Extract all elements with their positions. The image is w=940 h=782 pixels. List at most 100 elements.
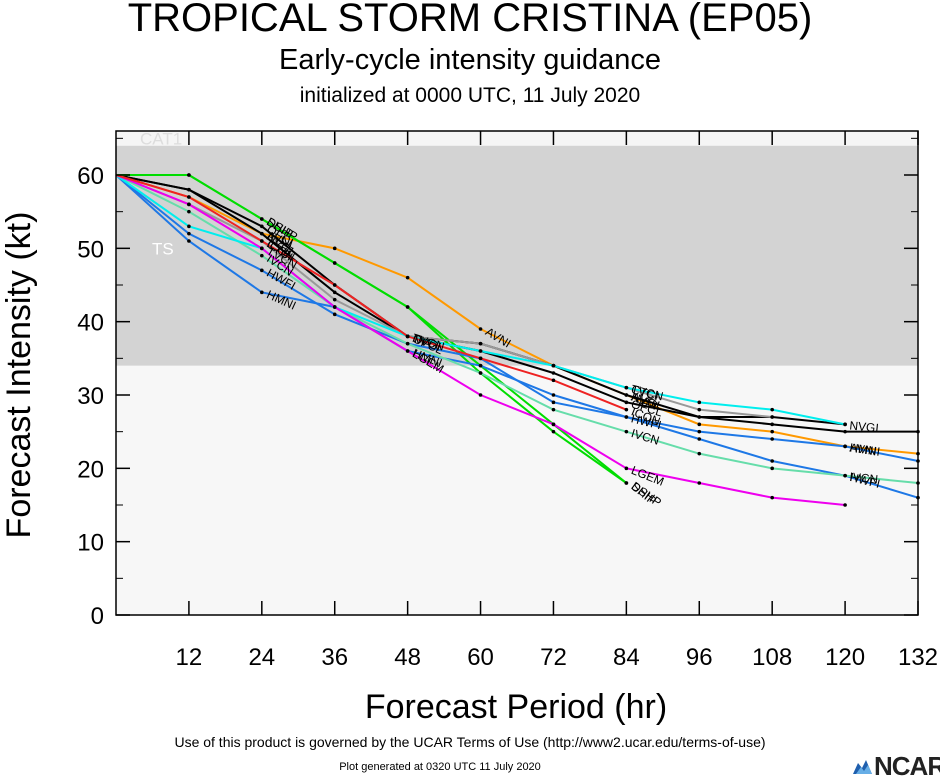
data-point-tvcn: [697, 400, 702, 405]
data-point-ivcn: [478, 371, 483, 375]
series-line-ofcl: [115, 174, 918, 433]
data-point-lgem: [332, 305, 337, 309]
data-point-lgem: [405, 349, 410, 353]
data-point-icon: [260, 239, 264, 243]
x-tick-label: 96: [686, 644, 713, 671]
data-point-tvcn: [551, 363, 556, 368]
x-tick-label: 132: [898, 644, 938, 671]
data-point-hmni: [697, 429, 702, 434]
data-point-ivcn: [843, 473, 847, 478]
data-point-tvcn: [478, 349, 483, 353]
data-point-avni: [697, 422, 702, 427]
data-point-ofcl: [551, 371, 556, 375]
x-tick-label: 60: [467, 644, 494, 671]
initialization-time: initialized at 0000 UTC, 11 July 2020: [299, 84, 641, 107]
data-point-ctci: [770, 415, 774, 419]
data-point-icon: [624, 407, 629, 412]
data-point-ivcn: [697, 451, 702, 456]
data-point-ship: [332, 261, 337, 265]
ncar-logo: NCAR: [852, 751, 940, 781]
x-tick-label: 84: [613, 644, 640, 671]
series-line-icon: [115, 174, 627, 411]
chart-subtitle: Early-cycle intensity guidance: [278, 44, 661, 76]
data-point-hmni: [843, 444, 847, 449]
ncar-logo-text: NCAR: [874, 751, 940, 781]
data-point-hmni: [260, 290, 264, 295]
data-point-ivcn: [770, 466, 774, 471]
y-tick-label: 20: [77, 456, 104, 483]
terms-of-use: Use of this product is governed by the U…: [174, 734, 766, 750]
data-point-ship: [260, 217, 264, 221]
data-point-ivcn: [551, 407, 556, 412]
data-point-hwfi: [770, 459, 774, 463]
data-point-ship: [405, 305, 410, 309]
data-point-ctci: [697, 407, 702, 412]
data-point-tvcn: [624, 385, 629, 390]
data-point-ofcl: [843, 429, 847, 434]
data-point-ship: [624, 481, 629, 485]
series-line-ctci: [115, 174, 773, 418]
y-tick-label: 10: [77, 530, 104, 557]
band-cat1: [116, 131, 918, 146]
data-point-ivcn: [187, 209, 191, 214]
data-point-nvgi: [697, 415, 702, 419]
series-line-ship: [116, 174, 627, 484]
chart-title: TROPICAL STORM CRISTINA (EP05): [127, 0, 813, 40]
series-label-hmni: HMNI: [849, 440, 881, 458]
data-point-ctci: [478, 341, 483, 346]
data-point-tvcn: [770, 407, 774, 412]
data-point-hmni: [187, 239, 191, 243]
plot-generated-time: Plot generated at 0320 UTC 11 July 2020: [339, 761, 541, 773]
data-point-nvgi: [187, 187, 191, 192]
y-axis-label: Forecast Intensity (kt): [0, 212, 38, 539]
band-label-ts: TS: [152, 239, 174, 258]
data-point-ctci: [332, 297, 337, 302]
data-point-ivcn: [624, 429, 629, 434]
data-point-nvgi: [624, 393, 629, 397]
data-point-ofcl: [260, 224, 264, 229]
data-point-icon: [405, 334, 410, 339]
band-ts: [116, 145, 918, 366]
data-point-lgem: [187, 202, 191, 207]
data-point-lgem: [624, 466, 629, 471]
y-tick-label: 30: [77, 383, 104, 410]
data-point-hwfi: [551, 400, 556, 405]
series-line-hmni: [115, 174, 919, 462]
data-point-ofcl: [770, 422, 774, 427]
y-tick-label: 0: [91, 603, 104, 630]
data-point-nvgi: [332, 290, 337, 295]
data-point-avni: [770, 429, 774, 434]
series-label-nvgi: NVGI: [849, 418, 880, 435]
data-point-hmni: [770, 437, 774, 441]
data-point-avni: [332, 246, 337, 251]
data-point-hmni: [624, 415, 629, 419]
x-tick-label: 120: [825, 644, 865, 671]
band-label-cat1: CAT1: [140, 130, 182, 149]
data-point-ivcn: [405, 341, 410, 346]
data-point-hwfi: [187, 231, 191, 236]
data-point-icon: [332, 283, 337, 287]
data-point-hmni: [478, 363, 483, 368]
data-point-dshp: [551, 429, 556, 434]
data-point-lgem: [478, 393, 483, 397]
data-point-hmni: [551, 393, 556, 397]
data-point-lgem: [551, 422, 556, 427]
data-point-icon: [478, 356, 483, 361]
plot-frame: [115, 130, 919, 616]
series-line-avni: [115, 174, 919, 455]
data-point-tvcn: [187, 224, 191, 229]
y-tick-label: 40: [77, 310, 104, 337]
data-point-lgem: [697, 481, 702, 485]
data-point-avni: [405, 275, 410, 280]
data-point-hwfi: [332, 312, 337, 317]
series-label-avni: AVNI: [849, 440, 878, 458]
data-point-hwfi: [260, 268, 264, 273]
x-tick-label: 36: [321, 644, 348, 671]
data-point-tvcn: [843, 422, 847, 427]
data-point-lgem: [770, 495, 774, 500]
data-point-avni: [478, 327, 483, 331]
ncar-logo-icon: [853, 760, 872, 774]
x-tick-label: 72: [540, 644, 567, 671]
data-point-icon: [551, 378, 556, 383]
